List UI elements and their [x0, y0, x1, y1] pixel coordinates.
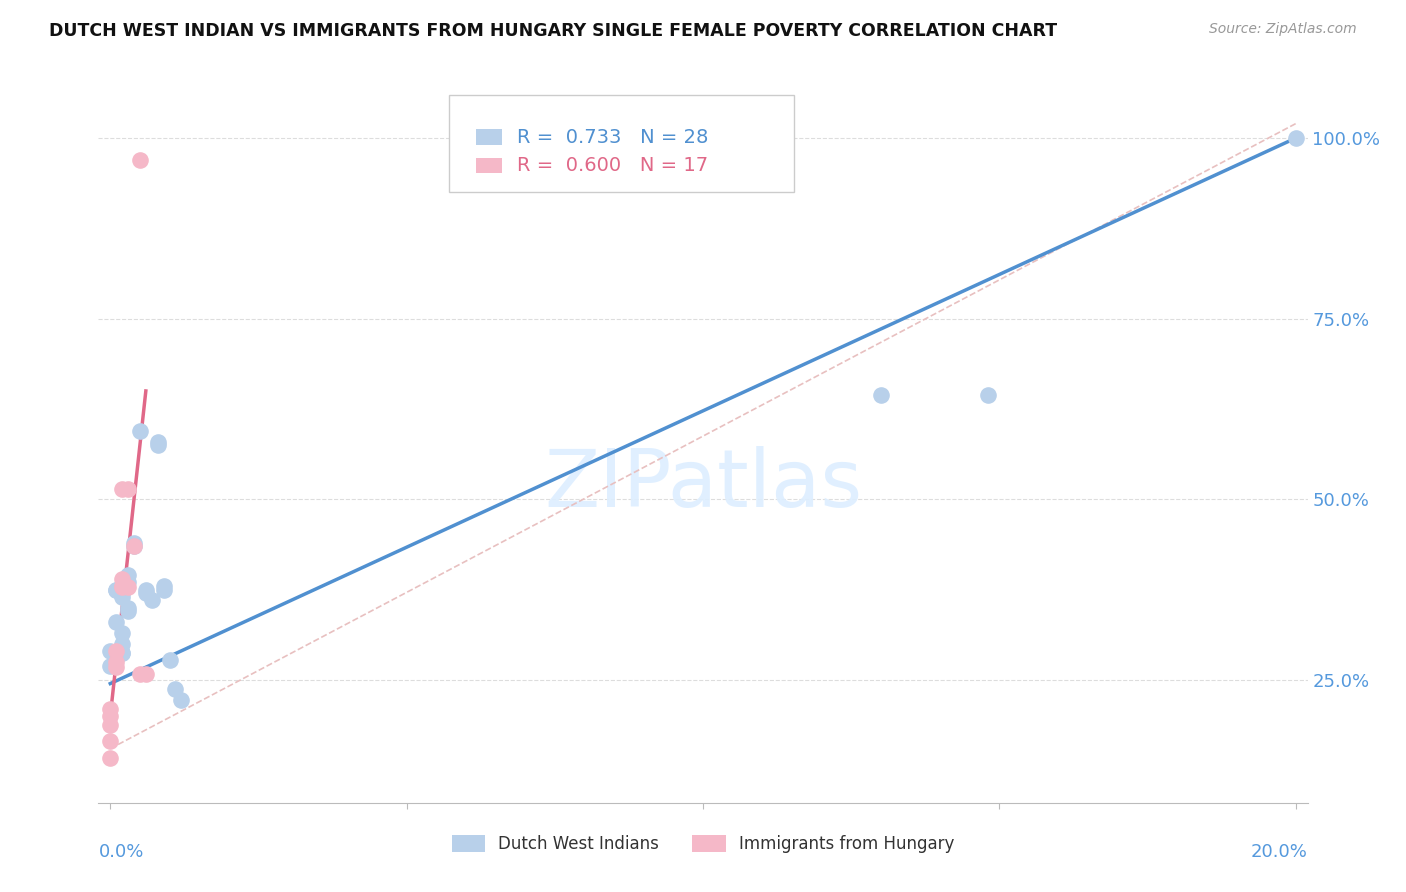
Point	[111, 586, 134, 600]
Text: R =  0.600   N = 17: R = 0.600 N = 17	[517, 156, 707, 175]
Point	[129, 667, 152, 681]
Point	[111, 646, 134, 660]
Point	[117, 575, 139, 590]
Point	[111, 572, 134, 586]
Text: ZIPatlas: ZIPatlas	[544, 446, 862, 524]
Point	[1285, 131, 1308, 145]
Text: Source: ZipAtlas.com: Source: ZipAtlas.com	[1209, 22, 1357, 37]
Point	[117, 482, 139, 496]
Point	[98, 734, 121, 748]
Point	[135, 586, 157, 600]
Point	[129, 153, 152, 167]
Point	[122, 539, 145, 553]
Point	[98, 751, 121, 765]
Point	[135, 667, 157, 681]
Point	[105, 644, 128, 658]
Text: 0.0%: 0.0%	[98, 843, 143, 861]
Point	[98, 644, 121, 658]
Legend: Dutch West Indians, Immigrants from Hungary: Dutch West Indians, Immigrants from Hung…	[444, 828, 962, 860]
Point	[141, 593, 163, 607]
Point	[111, 482, 134, 496]
Text: R =  0.733   N = 28: R = 0.733 N = 28	[517, 128, 709, 147]
Point	[976, 387, 998, 401]
Point	[105, 655, 128, 669]
Point	[152, 582, 174, 597]
Bar	[475, 158, 502, 173]
Point	[105, 660, 128, 674]
Point	[152, 579, 174, 593]
Point	[111, 581, 134, 595]
Text: DUTCH WEST INDIAN VS IMMIGRANTS FROM HUNGARY SINGLE FEMALE POVERTY CORRELATION C: DUTCH WEST INDIAN VS IMMIGRANTS FROM HUN…	[49, 22, 1057, 40]
Point	[105, 582, 128, 597]
Point	[170, 693, 193, 707]
Point	[105, 582, 128, 597]
Point	[117, 581, 139, 595]
Point	[122, 535, 145, 549]
Point	[111, 590, 134, 604]
Point	[159, 653, 181, 667]
Point	[122, 539, 145, 553]
Point	[111, 626, 134, 640]
Point	[111, 646, 134, 660]
Point	[129, 424, 152, 438]
Y-axis label: Single Female Poverty: Single Female Poverty	[0, 357, 7, 526]
Point	[105, 615, 128, 630]
Point	[165, 681, 187, 696]
Point	[146, 438, 169, 452]
Point	[98, 709, 121, 723]
Point	[98, 658, 121, 673]
Point	[117, 568, 139, 582]
Bar	[475, 129, 502, 145]
Point	[117, 600, 139, 615]
FancyBboxPatch shape	[449, 95, 793, 193]
Point	[111, 579, 134, 593]
Text: 20.0%: 20.0%	[1251, 843, 1308, 861]
Point	[98, 702, 121, 716]
Point	[146, 434, 169, 449]
Point	[869, 387, 891, 401]
Point	[135, 582, 157, 597]
Point	[111, 637, 134, 651]
Point	[117, 604, 139, 618]
Point	[98, 718, 121, 732]
